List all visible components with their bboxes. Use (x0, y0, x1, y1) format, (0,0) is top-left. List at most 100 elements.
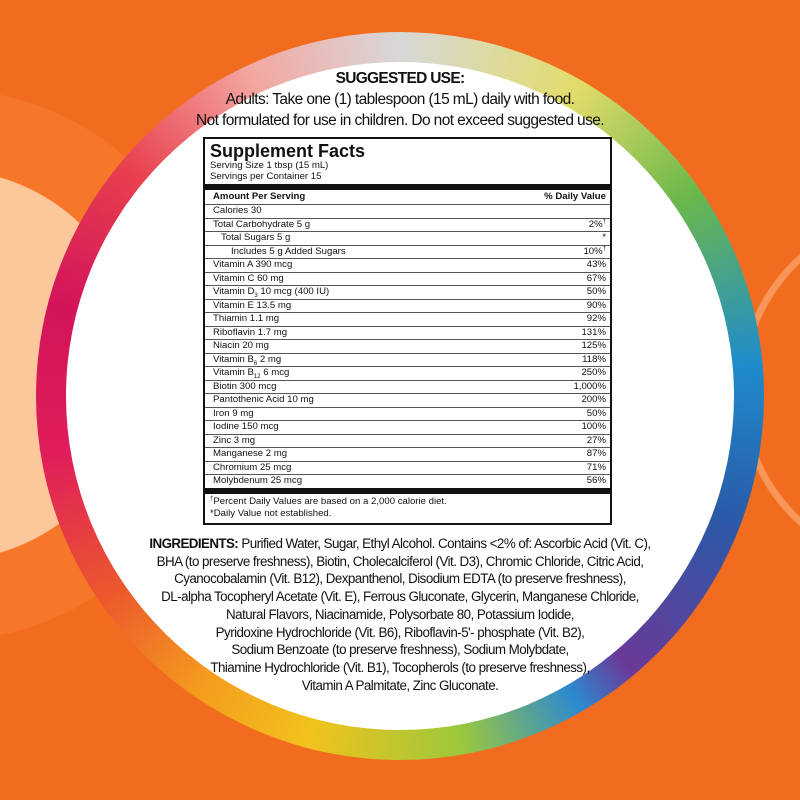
nutrient-label: Vitamin D (213, 286, 255, 297)
table-row: Zinc 3 mg 27% (205, 433, 610, 448)
ingredients-line: DL-alpha Tocopheryl Acetate (Vit. E), Fe… (161, 589, 639, 605)
daily-value-text: 87% (586, 448, 606, 459)
daily-value: 71% (587, 462, 606, 475)
nutrient-name: Calories 30 (213, 205, 262, 218)
nutrient-name: Vitamin B6 2 mg (213, 354, 281, 367)
nutrient-subscript: 12 (253, 373, 261, 380)
daily-value-text: 10% (583, 245, 603, 257)
divider (205, 184, 610, 190)
suggested-use-line: Not formulated for use in children. Do n… (196, 112, 605, 129)
nutrient-amount: 6 mcg (260, 367, 290, 378)
daily-value-mark: † (602, 245, 606, 252)
nutrient-label: Calories 30 (213, 205, 262, 216)
table-row: Iodine 150 mcg 100% (205, 420, 610, 434)
nutrient-name: Vitamin E 13.5 mg (213, 300, 291, 313)
nutrient-name: Zinc 3 mg (213, 435, 255, 448)
daily-value-text: 67% (586, 272, 606, 284)
table-row: Total Sugars 5 g * (205, 231, 610, 245)
table-row: Vitamin E 13.5 mg 90% (205, 298, 610, 313)
nutrient-amount: 2 mg (257, 353, 282, 365)
daily-value: 90% (587, 300, 606, 313)
daily-value-text: 1,000% (573, 380, 606, 392)
ingredients-line: INGREDIENTS: Purified Water, Sugar, Ethy… (110, 535, 690, 553)
nutrient-label: Manganese 2 mg (213, 448, 288, 459)
nutrient-label: Total Sugars 5 g (221, 232, 291, 243)
ingredients-line: Sodium Benzoate (to preserve freshness),… (231, 642, 569, 658)
divider (205, 487, 610, 494)
footnote-mark: † (210, 495, 214, 502)
daily-value: * (602, 232, 606, 245)
daily-value-text: 200% (581, 394, 606, 405)
daily-value-text: 90% (586, 299, 606, 311)
daily-value: 50% (587, 286, 606, 299)
table-row: Molybdenum 25 mcg 56% (205, 474, 610, 488)
daily-value-text: 131% (581, 326, 606, 338)
daily-value: 200% (581, 394, 606, 407)
header-daily-value: % Daily Value (544, 191, 606, 202)
nutrient-label: Total Carbohydrate 5 g (213, 218, 311, 230)
table-row: Includes 5 g Added Sugars 10%† (205, 244, 610, 259)
nutrient-subscript: 3 (254, 292, 258, 299)
nutrient-label: Vitamin A 390 mcg (213, 259, 293, 270)
footnote-1: †Percent Daily Values are based on a 2,0… (210, 495, 605, 508)
ingredients-line: Vitamin A Palmitate, Zinc Gluconate. (301, 677, 499, 693)
nutrient-label: Zinc 3 mg (213, 434, 256, 446)
nutrient-label: Vitamin B (213, 367, 254, 378)
nutrient-name: Vitamin D3 10 mcg (400 IU) (213, 286, 329, 299)
daily-value-text: 27% (586, 434, 606, 446)
serving-size: Serving Size 1 tbsp (15 mL) (210, 160, 329, 171)
table-row: Pantothenic Acid 10 mg 200% (205, 393, 610, 407)
daily-value-text: 50% (586, 286, 606, 297)
daily-value-text: 71% (586, 461, 606, 473)
nutrient-label: Chromium 25 mcg (213, 461, 292, 473)
footnotes: †Percent Daily Values are based on a 2,0… (205, 494, 610, 523)
daily-value-text: 43% (586, 259, 606, 270)
nutrient-amount: 10 mcg (400 IU) (257, 286, 330, 297)
daily-value: 56% (587, 475, 606, 488)
nutrient-name: Iron 9 mg (213, 408, 254, 421)
nutrient-name: Total Sugars 5 g (213, 232, 290, 245)
daily-value-mark: † (602, 218, 606, 225)
nutrient-name: Niacin 20 mg (213, 340, 269, 353)
table-row: Vitamin A 390 mcg 43% (205, 258, 610, 272)
table-row: Thiamin 1.1 mg 92% (205, 312, 610, 326)
daily-value: 131% (581, 327, 606, 340)
ingredients-line: Thiamine Hydrochloride (Vit. B1), Tocoph… (210, 659, 590, 675)
table-row: Vitamin B6 2 mg 118% (205, 352, 610, 367)
table-row: Riboflavin 1.7 mg 131% (205, 325, 610, 340)
daily-value-text: 92% (586, 313, 606, 324)
table-row: Chromium 25 mcg 71% (205, 460, 610, 475)
daily-value: 67% (587, 273, 606, 286)
ingredients-line: Natural Flavors, Niacinamide, Polysorbat… (226, 606, 574, 622)
daily-value-text: 50% (586, 407, 606, 419)
daily-value: 125% (581, 340, 606, 353)
nutrient-label: Vitamin C 60 mg (213, 272, 284, 284)
nutrient-subscript: 6 (253, 360, 258, 367)
nutrient-name: Vitamin C 60 mg (213, 273, 284, 286)
nutrient-name: Manganese 2 mg (213, 448, 287, 461)
daily-value: 92% (587, 313, 606, 326)
table-row: Vitamin B12 6 mcg 250% (205, 366, 610, 380)
daily-value-text: * (602, 232, 606, 243)
nutrient-label: Thiamin 1.1 mg (213, 313, 280, 324)
daily-value-text: 2% (588, 218, 603, 230)
nutrient-name: Vitamin B12 6 mcg (213, 367, 289, 380)
ingredients: INGREDIENTS: Purified Water, Sugar, Ethy… (110, 535, 690, 694)
facts-title: Supplement Facts (210, 141, 366, 161)
nutrient-name: Biotin 300 mcg (213, 381, 276, 394)
daily-value: 118% (582, 354, 606, 367)
daily-value: 2%† (588, 218, 606, 232)
table-row: Vitamin C 60 mg 67% (205, 271, 610, 286)
servings-per-container: Servings per Container 15 (210, 170, 322, 182)
ingredients-line: Cyanocobalamin (Vit. B12), Dexpanthenol,… (174, 571, 626, 587)
daily-value: 250% (581, 367, 606, 380)
nutrient-label: Iron 9 mg (213, 407, 254, 419)
ingredients-text: Purified Water, Sugar, Ethyl Alcohol. Co… (238, 536, 651, 551)
daily-value: 1,000% (573, 381, 606, 394)
daily-value-text: 125% (581, 340, 606, 351)
daily-value: 43% (587, 259, 606, 272)
nutrient-name: Total Carbohydrate 5 g (213, 219, 310, 232)
label-panel (66, 62, 734, 730)
nutrient-label: Pantothenic Acid 10 mg (213, 394, 314, 405)
nutrient-label: Riboflavin 1.7 mg (213, 326, 288, 338)
